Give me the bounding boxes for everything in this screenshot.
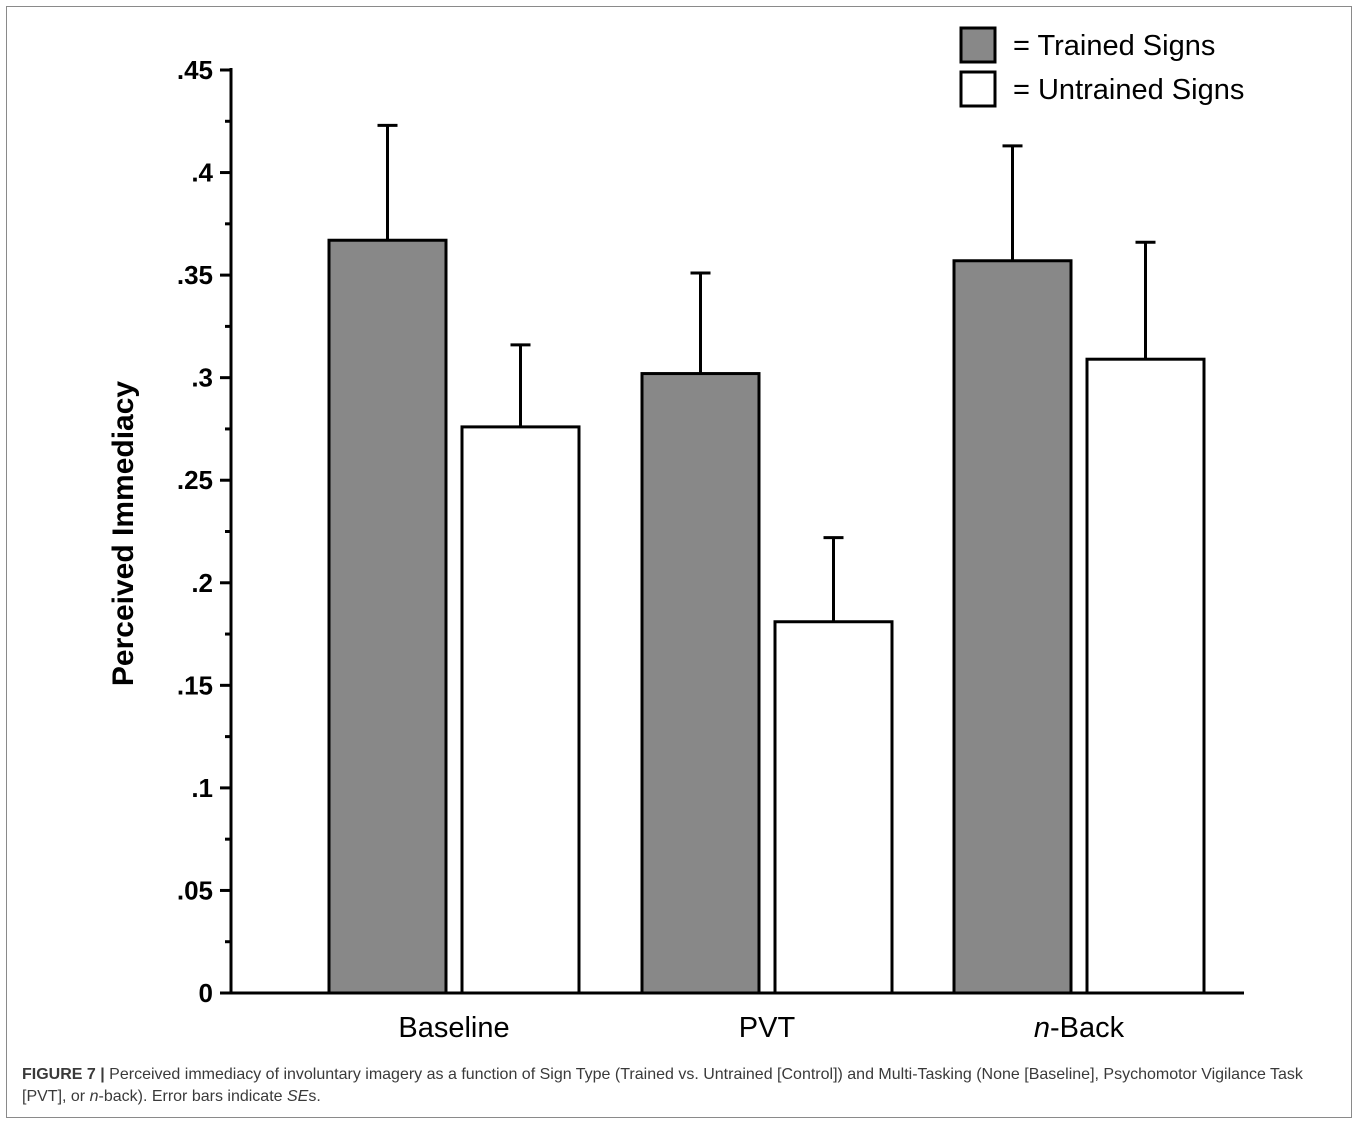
bar	[640, 372, 761, 995]
bar	[460, 425, 581, 995]
y-axis-label: Perceived Immediacy	[107, 381, 140, 687]
caption-text-3: s.	[308, 1088, 321, 1105]
legend-swatch	[959, 26, 997, 64]
y-tick-label: .3	[191, 363, 213, 393]
figure-caption: FIGURE 7 | Perceived immediacy of involu…	[22, 1064, 1342, 1108]
x-tick-label: n-Back	[1034, 1012, 1125, 1044]
bar-chart: 0 .05 .1 .15 .2 .25 .3 .35 .4 .45 Perceived Immedi…	[107, 26, 1244, 1044]
y-tick-label: .4	[191, 158, 213, 188]
legend-label: = Trained Signs	[1013, 30, 1215, 62]
bar	[1085, 357, 1206, 995]
x-tick-label: Baseline	[398, 1012, 509, 1044]
legend-swatch	[959, 70, 997, 108]
y-tick-label: .1	[191, 773, 213, 803]
caption-italic-se: SE	[287, 1088, 309, 1105]
caption-text-2: -back). Error bars indicate	[98, 1088, 287, 1105]
caption-text-1: Perceived immediacy of involuntary image…	[22, 1066, 1303, 1105]
y-tick-label: .35	[177, 260, 213, 290]
x-tick-label: PVT	[739, 1012, 796, 1044]
y-tick-label: .05	[177, 875, 213, 905]
y-tick-label: 0	[199, 978, 213, 1008]
y-tick-label: .2	[191, 568, 213, 598]
y-tick-label: .25	[177, 465, 213, 495]
figure-label: FIGURE 7 |	[22, 1066, 105, 1083]
y-tick-label: .45	[177, 55, 213, 85]
bar	[327, 238, 448, 995]
bar	[952, 259, 1073, 995]
caption-italic-n: n	[89, 1088, 99, 1105]
y-tick-label: .15	[177, 670, 213, 700]
bar	[773, 620, 894, 995]
legend-label: = Untrained Signs	[1013, 74, 1244, 106]
